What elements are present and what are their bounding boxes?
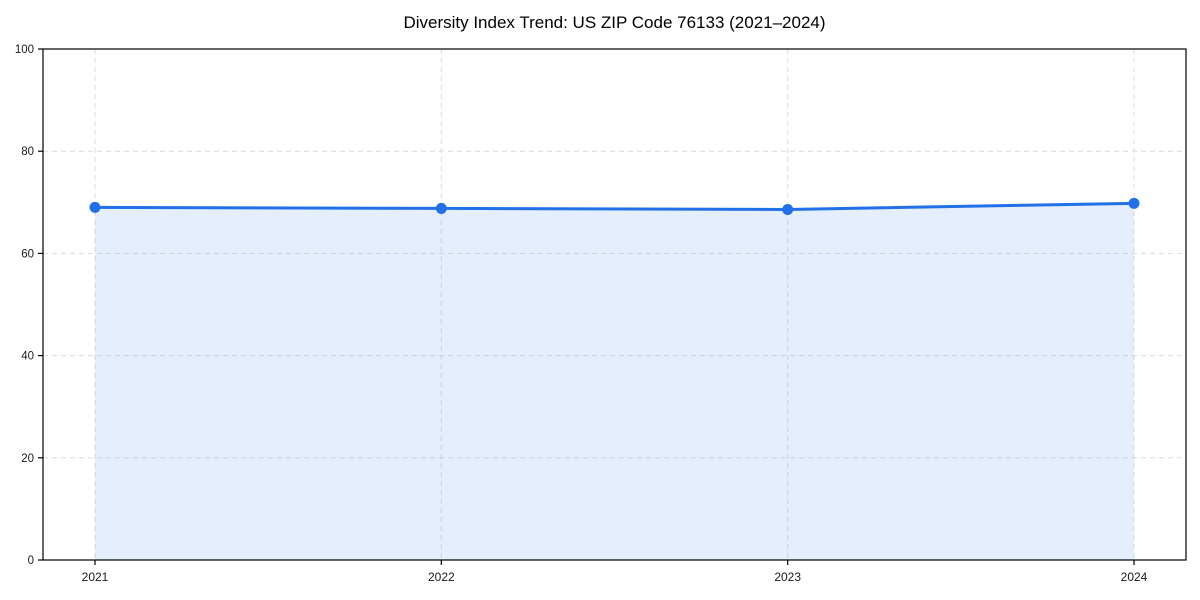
data-point-2024 bbox=[1128, 197, 1140, 209]
data-point-2022 bbox=[435, 202, 447, 214]
x-tick-label: 2021 bbox=[82, 570, 109, 584]
y-tick-label: 20 bbox=[21, 453, 34, 465]
y-tick-label: 60 bbox=[21, 248, 34, 260]
y-tick-label: 100 bbox=[15, 44, 34, 56]
plot-frame bbox=[42, 48, 1187, 561]
x-tick-label: 2022 bbox=[428, 570, 455, 584]
data-point-2021 bbox=[89, 201, 101, 213]
y-tick-label: 80 bbox=[21, 146, 34, 158]
y-tick-label: 0 bbox=[28, 555, 34, 567]
area-fill bbox=[95, 203, 1134, 560]
trend-line bbox=[93, 201, 1136, 211]
x-tick-label: 2023 bbox=[774, 570, 801, 584]
y-tick-label: 40 bbox=[21, 351, 34, 363]
chart-title: Diversity Index Trend: US ZIP Code 76133… bbox=[403, 13, 826, 32]
x-tick-label: 2024 bbox=[1121, 570, 1148, 584]
data-point-2023 bbox=[782, 203, 794, 215]
